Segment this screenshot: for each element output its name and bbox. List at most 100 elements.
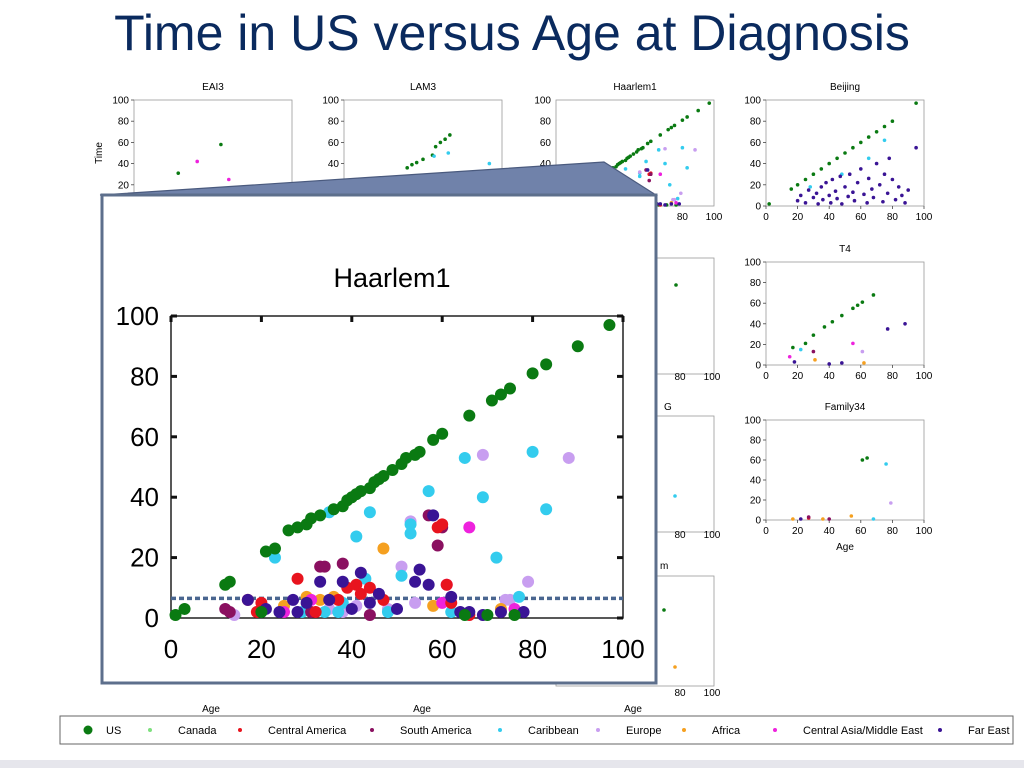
data-point (814, 191, 819, 196)
data-point (862, 192, 866, 197)
data-point (669, 202, 674, 206)
data-point (859, 140, 863, 145)
data-point (860, 349, 865, 354)
data-point (494, 605, 507, 618)
data-point (562, 451, 575, 464)
y-tick-label: 80 (750, 278, 762, 289)
data-point (504, 382, 516, 395)
data-point (819, 167, 824, 171)
data-point (852, 198, 857, 203)
data-point (445, 590, 458, 603)
data-point (350, 578, 363, 591)
data-point (890, 177, 895, 182)
data-point (645, 141, 650, 146)
data-point (332, 593, 345, 606)
data-point (440, 578, 453, 591)
y-tick-label: 40 (118, 159, 130, 170)
data-point (327, 503, 340, 516)
data-point (871, 517, 876, 521)
data-point (314, 593, 327, 606)
data-point (882, 124, 887, 129)
data-point (811, 172, 816, 176)
data-point (847, 172, 852, 176)
data-point (490, 551, 503, 564)
data-point (885, 327, 890, 331)
data-point (859, 167, 863, 171)
legend-label: Far East (968, 725, 1010, 737)
partial-x-tick-label: 80 (674, 530, 686, 541)
data-point (679, 191, 683, 196)
data-point (866, 176, 871, 181)
data-point (404, 518, 417, 531)
data-point (849, 514, 854, 518)
data-point (846, 194, 850, 199)
data-point (422, 485, 435, 498)
data-point (677, 202, 682, 206)
data-point (504, 593, 516, 606)
x-tick-label: 80 (887, 526, 899, 537)
legend-label: Central Asia/Middle East (803, 725, 923, 737)
data-point (884, 462, 888, 466)
data-point (871, 293, 876, 297)
bottom-bar (0, 760, 1024, 768)
data-point (914, 145, 918, 150)
x-tick-label: 80 (887, 212, 899, 223)
data-point (669, 125, 674, 130)
panel-title: T4 (839, 244, 851, 255)
x-tick-label: 0 (763, 212, 769, 223)
panel-title: Beijing (830, 82, 860, 93)
y-tick-label: 60 (540, 138, 552, 149)
zoom-chart-haarlem1: Haarlem1 0 20 40 60 80 100 0 20 40 60 80 100 (116, 263, 645, 664)
slide-title: Time in US versus Age at Diagnosis (114, 5, 910, 61)
data-point (798, 517, 803, 521)
data-point (855, 180, 860, 185)
data-point (287, 593, 300, 606)
data-point (282, 524, 295, 537)
data-point (816, 202, 820, 206)
data-point (851, 341, 855, 346)
data-point (195, 159, 199, 164)
data-point (672, 197, 677, 202)
data-point (903, 201, 907, 205)
data-point (830, 177, 835, 182)
data-point (219, 142, 223, 147)
data-point (363, 506, 376, 519)
panel-title: Haarlem1 (613, 82, 657, 93)
data-point (822, 325, 827, 329)
data-point (666, 127, 670, 132)
data-point (176, 171, 181, 175)
panel-t4: T4 0 20 40 60 80 100 0 20 40 60 80 100 (744, 244, 932, 382)
data-point (363, 608, 376, 621)
data-point (318, 605, 331, 618)
data-point (662, 608, 666, 612)
data-point (603, 319, 616, 332)
data-point (851, 145, 855, 150)
x-tick-label: 60 (855, 526, 867, 537)
data-point (851, 190, 855, 195)
data-point (405, 166, 410, 170)
data-point (436, 518, 449, 531)
data-point (485, 394, 498, 407)
data-point (409, 596, 422, 609)
data-point (363, 596, 376, 609)
data-point (693, 148, 697, 152)
data-point (169, 608, 182, 621)
legend-label: Caribbean (528, 725, 579, 737)
x-axis-label: Age (624, 704, 642, 715)
y-tick-label: 20 (750, 496, 762, 507)
data-point (811, 333, 816, 337)
x-tick-label: 80 (887, 371, 899, 382)
data-point (798, 347, 803, 352)
legend-label: South America (400, 725, 472, 737)
data-point (178, 602, 191, 615)
data-point (446, 151, 451, 155)
y-tick-label: 40 (750, 159, 762, 170)
x-tick-label: 0 (763, 526, 769, 537)
legend-swatch (682, 728, 686, 732)
data-point (851, 306, 855, 311)
y-tick-label: 40 (328, 159, 340, 170)
data-point (647, 178, 652, 183)
data-point (827, 517, 831, 521)
y-tick-label: 60 (130, 422, 159, 452)
data-point (833, 189, 838, 193)
